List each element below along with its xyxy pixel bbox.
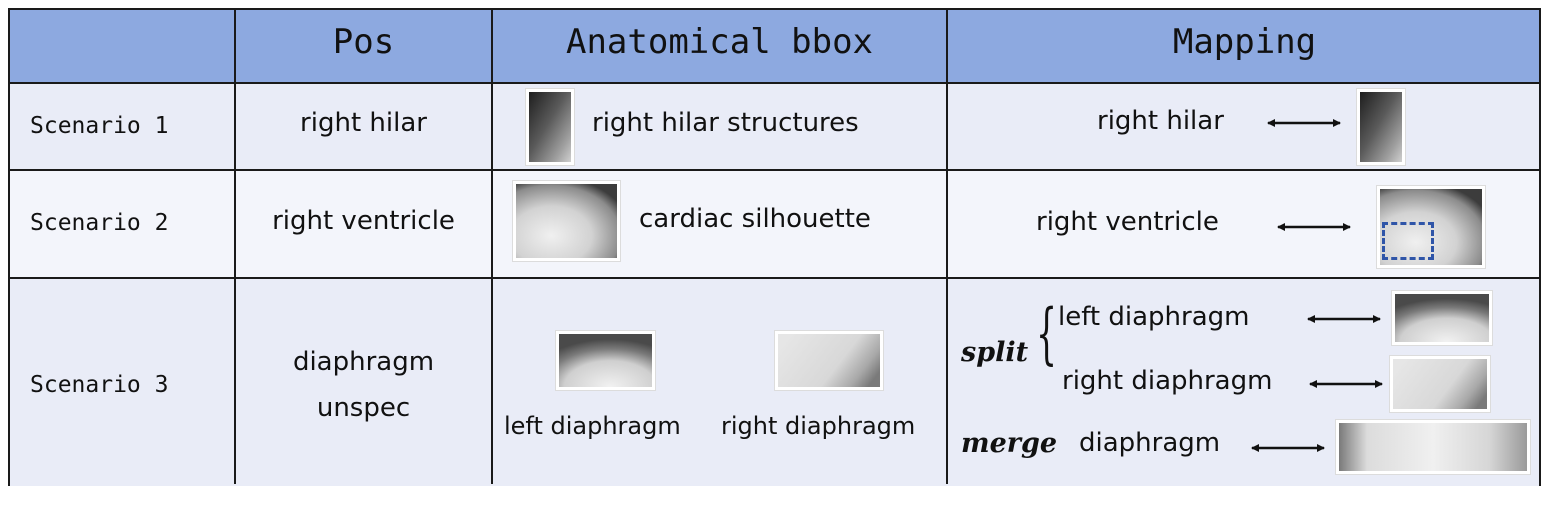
row2-map-label: right ventricle — [1036, 207, 1219, 237]
hilar-xray-thumbnail — [1357, 89, 1405, 165]
bidirectional-arrow-icon — [1251, 444, 1325, 452]
scenario-3-label: Scenario 3 — [30, 372, 169, 398]
bidirectional-arrow-icon — [1267, 119, 1341, 127]
table-header — [10, 10, 1539, 84]
divider — [10, 82, 1539, 84]
row1-map-label: right hilar — [1097, 106, 1224, 136]
row1-anat-label: right hilar structures — [592, 108, 859, 138]
scenario-table: Pos Anatomical bbox Mapping Scenario 1 r… — [8, 8, 1541, 486]
divider — [10, 277, 1539, 279]
row3-pos-line2: unspec — [316, 393, 411, 423]
bidirectional-arrow-icon — [1307, 315, 1381, 323]
merge-item: diaphragm — [1079, 428, 1221, 458]
row2-pos: right ventricle — [272, 206, 455, 236]
bidirectional-arrow-icon — [1309, 380, 1383, 388]
table-row — [10, 84, 1539, 171]
divider — [234, 10, 236, 484]
cardiac-xray-thumbnail — [513, 181, 620, 261]
scenario-2-label: Scenario 2 — [30, 210, 169, 236]
bidirectional-arrow-icon — [1277, 223, 1351, 231]
right-diaphragm-thumbnail — [1390, 356, 1490, 412]
header-pos: Pos — [332, 22, 395, 62]
row1-pos: right hilar — [300, 108, 427, 138]
merged-diaphragm-thumbnail — [1336, 420, 1530, 474]
row3-anat-label-left: left diaphragm — [504, 412, 681, 440]
row2-anat-label: cardiac silhouette — [639, 204, 871, 234]
row3-pos-line1: diaphragm — [292, 347, 435, 377]
header-mapping: Mapping — [1172, 22, 1317, 62]
header-anatomical-bbox: Anatomical bbox — [565, 22, 874, 62]
split-item-right: right diaphragm — [1062, 366, 1273, 396]
scenario-1-label: Scenario 1 — [30, 113, 169, 139]
divider — [10, 169, 1539, 171]
split-item-left: left diaphragm — [1058, 302, 1250, 332]
row3-anat-label-right: right diaphragm — [721, 412, 916, 440]
divider — [491, 10, 493, 484]
right-diaphragm-thumbnail — [775, 331, 883, 390]
left-diaphragm-thumbnail — [556, 331, 655, 390]
right-ventricle-dashed-box — [1382, 222, 1434, 260]
hilar-xray-thumbnail — [526, 89, 574, 165]
split-label: split — [961, 337, 1029, 368]
brace-icon: { — [1036, 295, 1057, 372]
merge-label: merge — [961, 428, 1058, 459]
divider — [946, 10, 948, 484]
left-diaphragm-thumbnail — [1392, 291, 1492, 345]
